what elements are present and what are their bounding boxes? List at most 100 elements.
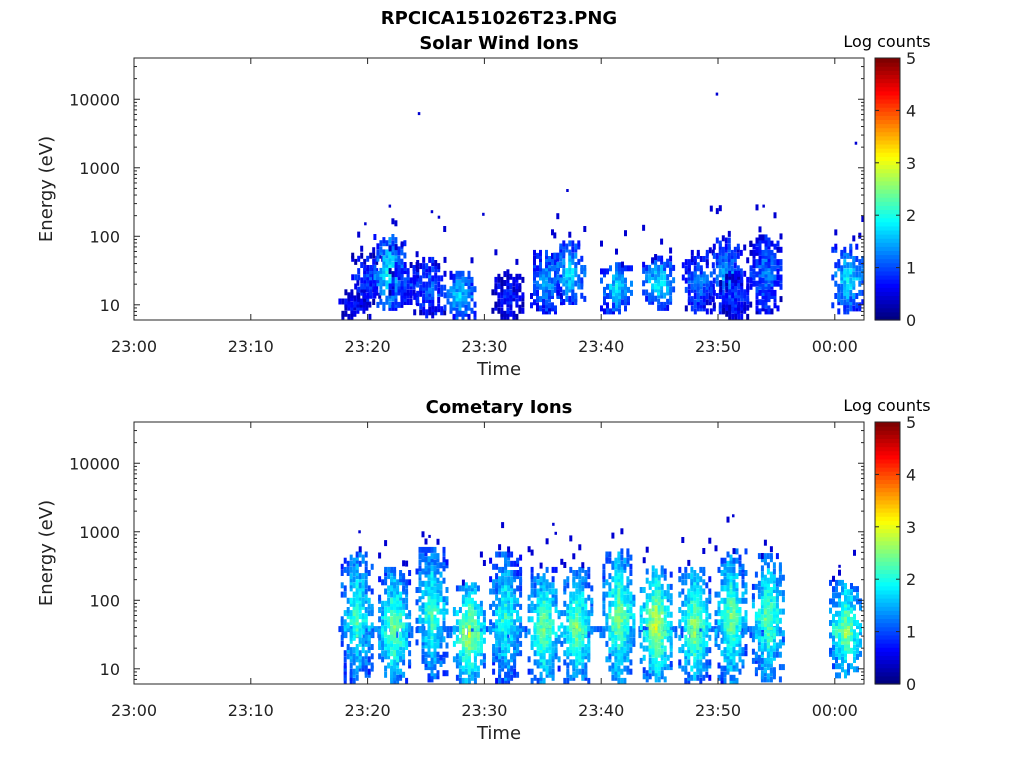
heatmap-cell [850, 623, 853, 630]
heatmap-cell [775, 617, 779, 624]
heatmap-cell [773, 296, 777, 303]
heatmap-cell [572, 637, 576, 644]
heatmap-cell [375, 286, 379, 293]
heatmap-cell [678, 662, 682, 669]
heatmap-cell [403, 299, 407, 305]
heatmap-cell [581, 579, 585, 586]
heatmap-cell [614, 557, 618, 564]
heatmap-cell [740, 286, 744, 293]
heatmap-cell [533, 588, 537, 595]
heatmap-cell [744, 588, 748, 595]
heatmap-cell [452, 295, 456, 302]
heatmap-cell [832, 635, 835, 642]
heatmap-cell [352, 659, 356, 666]
heatmap-cell [696, 302, 700, 309]
heatmap-cell [660, 630, 664, 637]
heatmap-cell [735, 610, 739, 617]
heatmap-cell [741, 662, 745, 669]
heatmap-cell [408, 579, 412, 586]
heatmap-cell [355, 650, 359, 657]
heatmap-cell [696, 610, 700, 617]
heatmap-cell [568, 240, 572, 247]
heatmap-cell [587, 644, 591, 650]
heatmap-cell [763, 657, 767, 664]
heatmap-cell [654, 295, 658, 302]
heatmap-cell [562, 243, 566, 250]
heatmap-cell [482, 560, 486, 566]
heatmap-cell [405, 613, 409, 620]
heatmap-cell [584, 576, 588, 583]
heatmap-cell [350, 289, 354, 296]
heatmap-cell [690, 573, 694, 580]
heatmap-cell [617, 576, 621, 583]
heatmap-cell [455, 298, 459, 305]
heatmap-cell [678, 622, 682, 629]
heatmap-cell [349, 631, 353, 638]
heatmap-cell [536, 603, 540, 610]
heatmap-cell [455, 301, 459, 308]
heatmap-cell [618, 268, 621, 275]
x-tick-label: 23:40 [578, 701, 624, 720]
heatmap-cell [858, 271, 862, 278]
heatmap-cell [548, 659, 552, 666]
heatmap-cell [657, 583, 661, 590]
heatmap-cell [542, 647, 546, 654]
heatmap-cell [551, 283, 554, 290]
heatmap-cell [498, 640, 502, 647]
heatmap-cell [548, 628, 552, 635]
heatmap-cell [608, 613, 612, 620]
heatmap-cell [743, 295, 747, 302]
heatmap-cell [773, 243, 777, 250]
heatmap-cell [536, 573, 540, 580]
heatmap-cell [651, 605, 655, 612]
heatmap-cell [775, 605, 779, 612]
heatmap-cell [841, 620, 844, 626]
heatmap-cell [548, 603, 552, 610]
heatmap-cell [729, 613, 733, 620]
heatmap-cell [657, 627, 661, 634]
heatmap-cell [425, 309, 429, 316]
heatmap-cell [721, 274, 725, 281]
heatmap-cell [614, 576, 618, 583]
heatmap-cell [834, 243, 838, 250]
heatmap-cell [684, 579, 688, 586]
heatmap-cell [645, 673, 649, 680]
heatmap-cell [846, 286, 850, 293]
heatmap-cell [763, 593, 767, 600]
heatmap-cell [424, 608, 428, 615]
heatmap-cell [743, 270, 747, 277]
heatmap-cell [760, 642, 764, 649]
heatmap-cell [657, 661, 661, 667]
heatmap-cell [778, 627, 782, 634]
heatmap-cell [415, 277, 419, 284]
heatmap-cell [581, 562, 585, 569]
heatmap-cell [510, 570, 514, 576]
heatmap-cell [467, 622, 471, 629]
heatmap-cell [563, 579, 567, 586]
heatmap-cell [611, 631, 615, 638]
heatmap-cell [400, 258, 404, 265]
heatmap-cell [578, 622, 582, 629]
heatmap-cell [452, 276, 456, 283]
heatmap-cell [657, 620, 661, 627]
heatmap-cell [562, 240, 566, 247]
heatmap-cell [859, 626, 862, 633]
heatmap-cell [495, 634, 499, 641]
heatmap-cell [533, 640, 537, 647]
heatmap-cell [684, 268, 688, 275]
heatmap-cell [352, 566, 356, 573]
heatmap-cell [533, 622, 537, 629]
heatmap-cell [669, 639, 673, 646]
heatmap-cell [708, 597, 712, 604]
heatmap-cell [611, 634, 615, 641]
heatmap-cell [431, 312, 435, 319]
heatmap-cell [627, 296, 630, 303]
heatmap-cell [498, 625, 502, 632]
x-axis-label: Time [476, 723, 521, 744]
heatmap-cell [575, 603, 579, 610]
heatmap-cell [399, 613, 403, 620]
heatmap-cell [442, 559, 446, 566]
heatmap-cell [539, 644, 543, 650]
heatmap-cell [615, 296, 618, 303]
heatmap-cell [353, 310, 357, 317]
